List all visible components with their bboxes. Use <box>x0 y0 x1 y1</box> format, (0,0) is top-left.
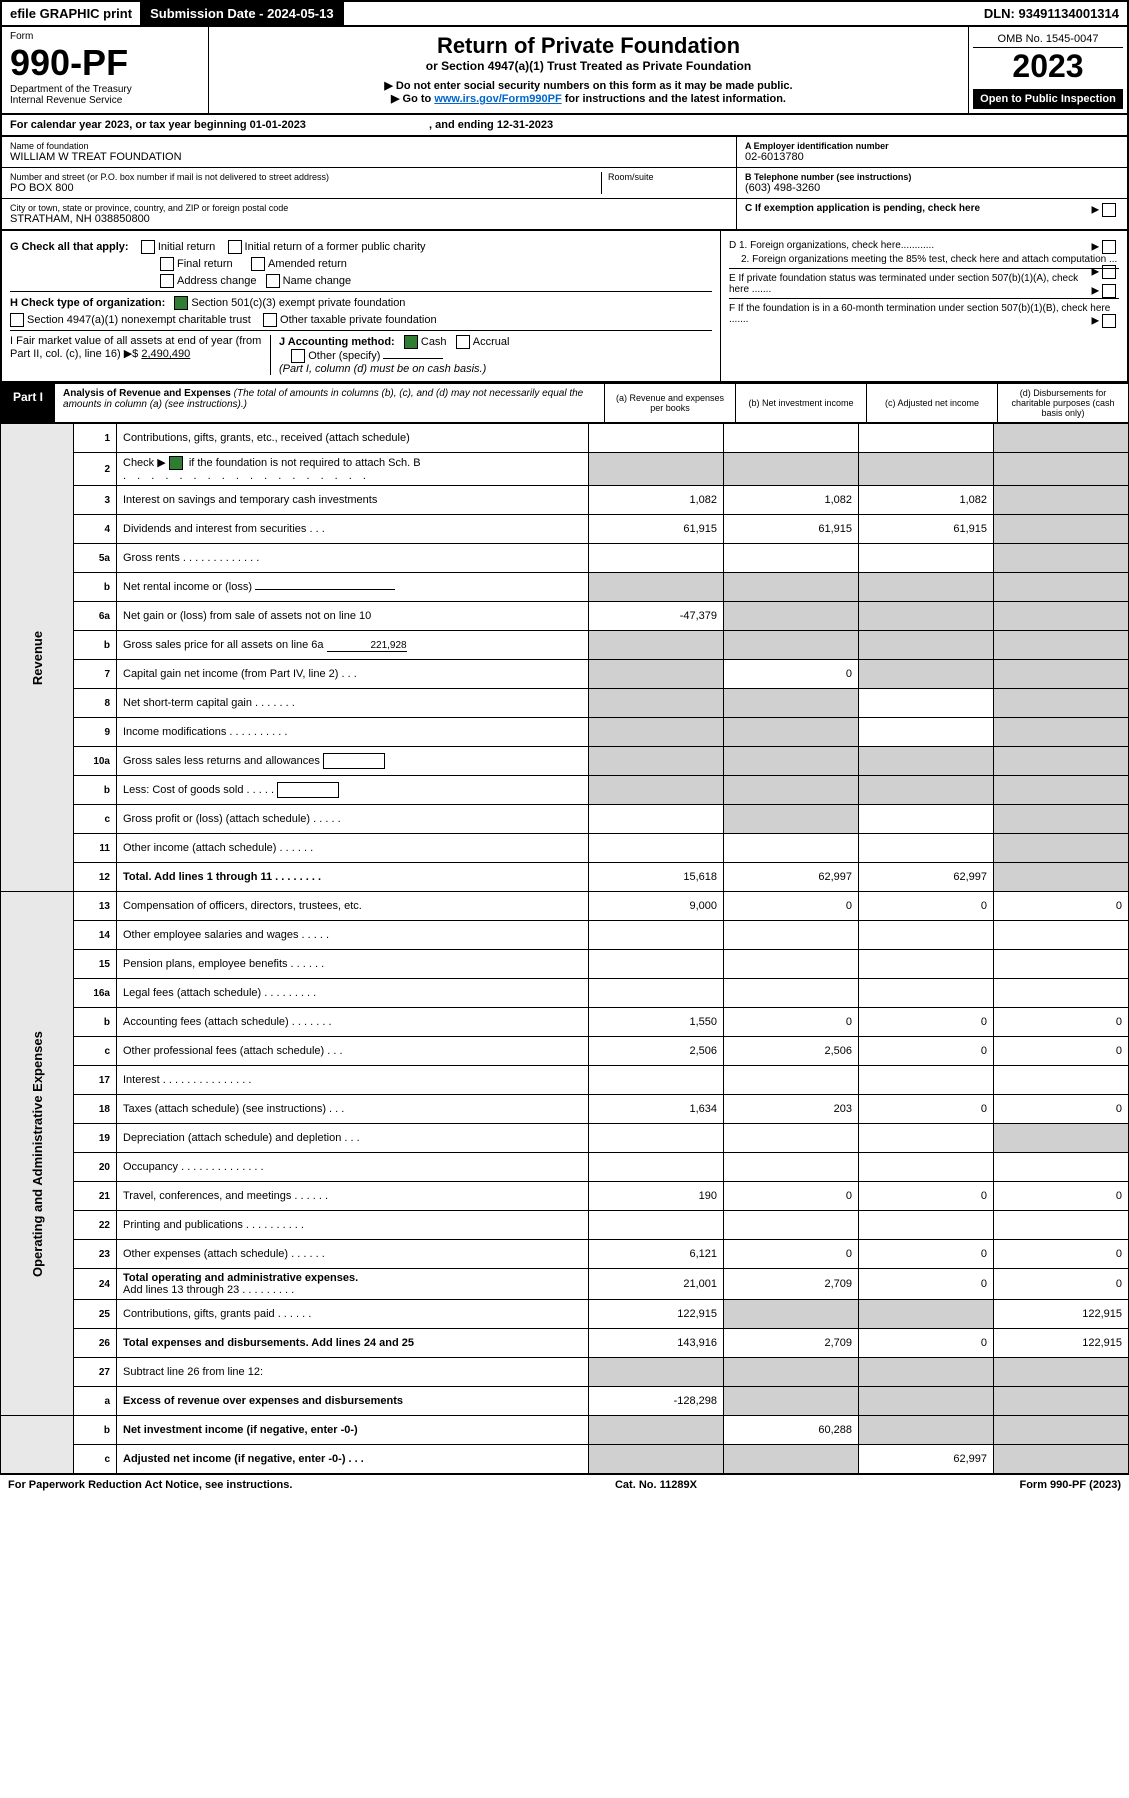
open-inspection: Open to Public Inspection <box>973 89 1123 109</box>
info-block: Name of foundation WILLIAM W TREAT FOUND… <box>0 137 1129 231</box>
omb-number: OMB No. 1545-0047 <box>973 31 1123 48</box>
efile-label: efile GRAPHIC print <box>2 2 142 25</box>
chk-sch-b[interactable] <box>169 456 183 470</box>
tax-year: 2023 <box>973 48 1123 85</box>
form-number: 990-PF <box>10 42 200 84</box>
chk-d1[interactable] <box>1102 240 1116 254</box>
chk-e[interactable] <box>1102 284 1116 298</box>
form-link[interactable]: www.irs.gov/Form990PF <box>434 93 561 105</box>
checks-block: G Check all that apply: Initial return I… <box>0 231 1129 383</box>
g-label: G Check all that apply: <box>10 241 129 253</box>
note-2-post: for instructions and the latest informat… <box>562 93 786 105</box>
d2-label: 2. Foreign organizations meeting the 85%… <box>741 254 1117 265</box>
phone-label: B Telephone number (see instructions) <box>745 172 1119 182</box>
col-b-hdr: (b) Net investment income <box>735 384 866 422</box>
ein-label: A Employer identification number <box>745 141 1119 151</box>
top-bar: efile GRAPHIC print Submission Date - 20… <box>0 0 1129 27</box>
chk-initial[interactable] <box>141 240 155 254</box>
chk-accrual[interactable] <box>456 335 470 349</box>
form-subtitle: or Section 4947(a)(1) Trust Treated as P… <box>215 59 962 73</box>
chk-other-tax[interactable] <box>263 313 277 327</box>
chk-other-method[interactable] <box>291 349 305 363</box>
chk-final[interactable] <box>160 257 174 271</box>
dept-2: Internal Revenue Service <box>10 95 200 106</box>
f-label: F If the foundation is in a 60-month ter… <box>729 303 1110 325</box>
chk-501c3[interactable] <box>174 296 188 310</box>
col-d-hdr: (d) Disbursements for charitable purpose… <box>997 384 1128 422</box>
e-label: E If private foundation status was termi… <box>729 273 1078 295</box>
i-value: 2,490,490 <box>141 348 190 360</box>
room-label: Room/suite <box>608 172 728 182</box>
calendar-year-row: For calendar year 2023, or tax year begi… <box>0 115 1129 137</box>
city-value: STRATHAM, NH 038850800 <box>10 213 728 225</box>
submission-date: Submission Date - 2024-05-13 <box>142 2 344 25</box>
part1-label: Part I <box>1 384 55 422</box>
foundation-name: WILLIAM W TREAT FOUNDATION <box>10 151 728 163</box>
phone-value: (603) 498-3260 <box>745 182 1119 194</box>
chk-4947[interactable] <box>10 313 24 327</box>
d1-label: D 1. Foreign organizations, check here..… <box>729 240 934 251</box>
chk-d2[interactable] <box>1102 265 1116 279</box>
revenue-side: Revenue <box>1 424 74 892</box>
city-label: City or town, state or province, country… <box>10 203 728 213</box>
addr-label: Number and street (or P.O. box number if… <box>10 172 601 182</box>
chk-cash[interactable] <box>404 335 418 349</box>
chk-address[interactable] <box>160 274 174 288</box>
note-2-pre: ▶ Go to <box>391 93 434 105</box>
name-label: Name of foundation <box>10 141 728 151</box>
chk-f[interactable] <box>1102 314 1116 328</box>
chk-initial-former[interactable] <box>228 240 242 254</box>
form-word: Form <box>10 31 200 42</box>
note-1: ▶ Do not enter social security numbers o… <box>215 79 962 92</box>
dept-1: Department of the Treasury <box>10 84 200 95</box>
expenses-side: Operating and Administrative Expenses <box>1 892 74 1416</box>
chk-name[interactable] <box>266 274 280 288</box>
col-a-hdr: (a) Revenue and expenses per books <box>604 384 735 422</box>
j-note: (Part I, column (d) must be on cash basi… <box>279 363 486 375</box>
c-checkbox[interactable] <box>1102 203 1116 217</box>
page-footer: For Paperwork Reduction Act Notice, see … <box>0 1474 1129 1495</box>
part1-table: Revenue 1Contributions, gifts, grants, e… <box>0 423 1129 1474</box>
part1-header: Part I Analysis of Revenue and Expenses … <box>0 383 1129 423</box>
h-label: H Check type of organization: <box>10 297 165 309</box>
form-header: Form 990-PF Department of the Treasury I… <box>0 27 1129 115</box>
footer-left: For Paperwork Reduction Act Notice, see … <box>8 1479 292 1491</box>
footer-mid: Cat. No. 11289X <box>615 1479 697 1491</box>
dln: DLN: 93491134001314 <box>976 2 1127 25</box>
c-label: C If exemption application is pending, c… <box>745 203 980 214</box>
chk-amended[interactable] <box>251 257 265 271</box>
form-title: Return of Private Foundation <box>215 33 962 59</box>
footer-right: Form 990-PF (2023) <box>1019 1479 1121 1491</box>
j-label: J Accounting method: <box>279 336 395 348</box>
ein-value: 02-6013780 <box>745 151 1119 163</box>
col-c-hdr: (c) Adjusted net income <box>866 384 997 422</box>
addr-value: PO BOX 800 <box>10 182 601 194</box>
